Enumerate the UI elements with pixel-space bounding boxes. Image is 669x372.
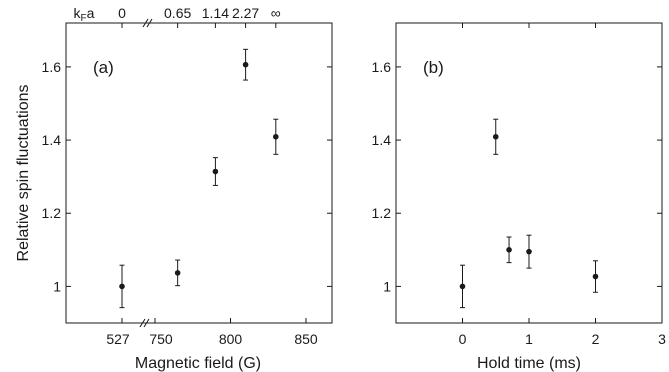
panel-a-x-tick-label: 850: [294, 331, 318, 347]
panel-b-data-point: [526, 248, 532, 255]
panel-b-x-tick-label: 2: [592, 331, 600, 347]
bottom-axis-break-marks: [139, 318, 150, 328]
panel-b-data-point: [459, 283, 466, 290]
panel-a-y-tick-label: 1.2: [42, 205, 62, 221]
panel-b-x-tick-label: 0: [459, 331, 467, 347]
panel-a-top-tick-label: ∞: [271, 5, 281, 21]
y-axis-label: Relative spin fluctuations: [15, 85, 32, 262]
panel-a-top-tick-label: 1.14: [202, 5, 229, 21]
panel-b-x-axis-label: Hold time (ms): [477, 355, 581, 372]
panel-a-frame: [65, 22, 333, 324]
panel-a-y-tick-label: 1.4: [42, 132, 62, 148]
panel-a-y-tick-label: 1: [53, 278, 61, 294]
panel-b-y-tick-label: 1.4: [372, 132, 392, 148]
panel-a-y-tick-label: 1.6: [42, 59, 62, 75]
panel-a-data-point: [174, 270, 181, 276]
panel-a: (a) Magnetic field (G) kFa 1 1.2 1.4 1.6 527…: [42, 5, 333, 372]
panel-a-data-point: [273, 133, 279, 140]
panel-b-label: (b): [423, 58, 444, 77]
panel-b: (b) Hold time (ms) 1 1.2 1.4 1.6 0 1 2 3: [372, 22, 666, 372]
panel-a-x-tick-label: 800: [219, 331, 243, 347]
top-axis-label-kfa: kFa: [74, 5, 95, 24]
panel-a-top-tick-label: 0.65: [164, 5, 191, 21]
panel-b-data-point: [492, 133, 499, 140]
panel-b-y-tick-label: 1.2: [372, 205, 392, 221]
panel-a-data-point: [119, 283, 125, 290]
panel-a-top-tick-label: 0: [118, 5, 126, 21]
panel-a-label: (a): [93, 58, 114, 77]
panel-a-x-tick-label: 750: [149, 331, 173, 347]
panel-b-x-tick-label: 3: [658, 331, 666, 347]
panel-b-data-point: [506, 247, 512, 253]
top-axis-break-marks: [142, 18, 153, 28]
panel-a-data-point: [212, 168, 219, 175]
panel-a-top-tick-label: 2.27: [232, 5, 259, 21]
panel-b-y-tick-label: 1: [383, 278, 391, 294]
panel-a-data-point: [242, 61, 249, 68]
panel-b-data-point: [592, 273, 599, 280]
panel-b-y-tick-label: 1.6: [372, 59, 392, 75]
panel-a-x-tick-label: 527: [106, 331, 130, 347]
panel-b-x-tick-label: 1: [525, 331, 533, 347]
panel-a-x-axis-label: Magnetic field (G): [135, 355, 261, 372]
